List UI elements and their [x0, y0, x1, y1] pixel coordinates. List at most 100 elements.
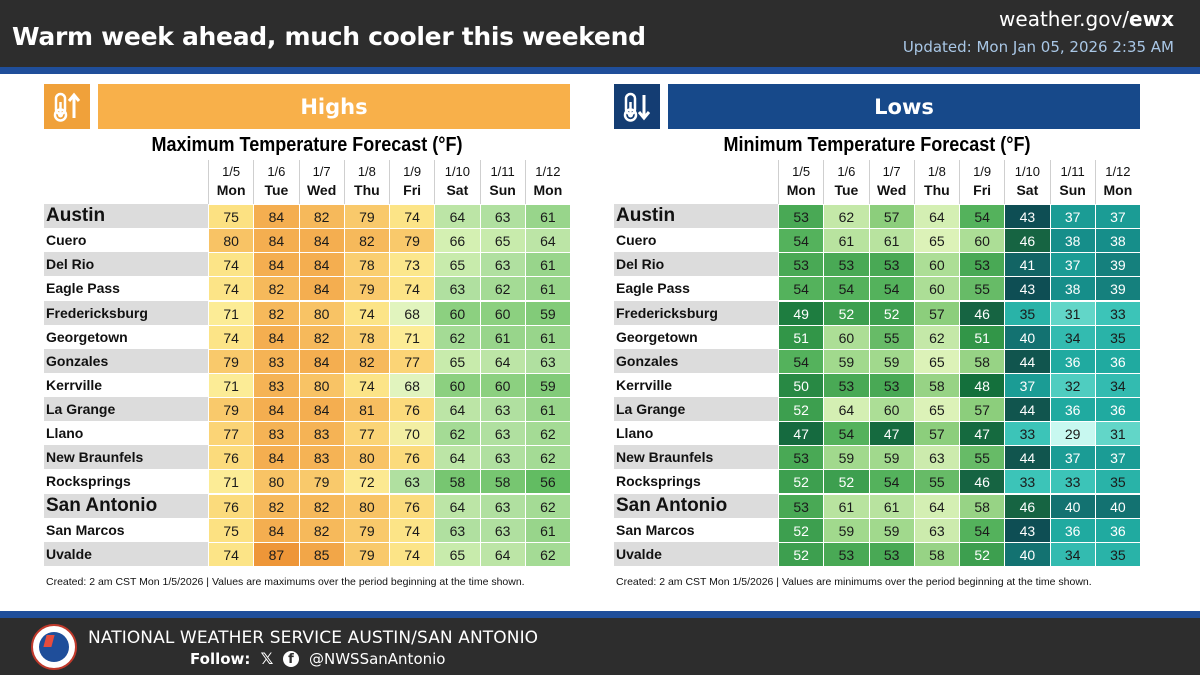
temp-cell: 32 — [1049, 372, 1095, 397]
day-date: 1/9 — [973, 164, 992, 179]
city-name: Eagle Pass — [616, 280, 690, 297]
temp-cell: 59 — [868, 445, 914, 470]
header-bar: Warm week ahead, much cooler this weeken… — [0, 0, 1200, 67]
temp-cell: 61 — [823, 493, 869, 518]
temp-cell: 38 — [1049, 228, 1095, 253]
temp-cell: 62 — [823, 204, 869, 228]
temp-cell: 84 — [253, 445, 299, 470]
temp-cell: 79 — [208, 348, 254, 373]
day-header: 1/12 Mon — [1094, 160, 1140, 204]
site-prefix: weather.gov/ — [999, 7, 1130, 31]
temp-cell: 53 — [778, 493, 824, 518]
city-name: San Marcos — [616, 521, 695, 538]
city-name: Georgetown — [616, 328, 698, 345]
day-date: 1/8 — [927, 164, 946, 179]
temp-cell: 61 — [524, 276, 570, 301]
day-header: 1/6 Tue — [253, 160, 298, 204]
day-date: 1/9 — [403, 164, 422, 179]
day-weekday: Wed — [306, 182, 337, 198]
day-date: 1/10 — [1014, 164, 1041, 179]
table-row: Austin 75 84 82 79 74 64 63 61 — [44, 204, 570, 228]
x-icon[interactable]: 𝕏 — [260, 649, 274, 668]
temp-cell: 60 — [913, 252, 959, 277]
temp-cell: 54 — [778, 228, 824, 253]
temp-cell: 53 — [823, 541, 869, 566]
temp-cell: 38 — [1049, 276, 1095, 301]
day-date: 1/7 — [312, 164, 331, 179]
temp-cell: 53 — [778, 445, 824, 470]
temp-cell: 65 — [913, 348, 959, 373]
temp-cell: 79 — [343, 517, 389, 542]
temp-cell: 63 — [479, 493, 525, 518]
temp-cell: 82 — [298, 517, 344, 542]
table-row: La Grange 79 84 84 81 76 64 63 61 — [44, 397, 570, 422]
temp-cell: 60 — [434, 300, 480, 325]
temp-cell: 84 — [298, 348, 344, 373]
city-name: San Marcos — [46, 521, 125, 538]
facebook-icon[interactable]: f — [283, 651, 299, 667]
temp-cell: 35 — [1094, 541, 1140, 566]
office-name: NATIONAL WEATHER SERVICE AUSTIN/SAN ANTO… — [88, 628, 539, 648]
temp-cell: 52 — [778, 397, 824, 422]
temp-cell: 38 — [1094, 228, 1140, 253]
temp-cell: 65 — [434, 541, 480, 566]
temp-cell: 56 — [524, 469, 570, 494]
day-header: 1/6 Tue — [823, 160, 868, 204]
temp-cell: 44 — [1004, 397, 1050, 422]
temp-cell: 58 — [959, 348, 1005, 373]
temp-cell: 76 — [389, 445, 435, 470]
temp-cell: 71 — [208, 469, 254, 494]
temp-cell: 59 — [868, 517, 914, 542]
temp-cell: 74 — [208, 276, 254, 301]
temp-cell: 58 — [913, 372, 959, 397]
temp-cell: 63 — [434, 276, 480, 301]
temp-cell: 33 — [1049, 469, 1095, 494]
day-date: 1/12 — [1105, 164, 1131, 179]
temp-cell: 60 — [913, 276, 959, 301]
temp-cell: 74 — [389, 204, 435, 228]
temp-cell: 36 — [1094, 397, 1140, 422]
temp-cell: 31 — [1049, 300, 1095, 325]
temp-cell: 39 — [1094, 252, 1140, 277]
day-weekday: Sat — [1016, 182, 1039, 198]
day-date: 1/11 — [490, 164, 515, 179]
temp-cell: 61 — [524, 252, 570, 277]
temp-cell: 74 — [343, 300, 389, 325]
temp-cell: 50 — [778, 372, 824, 397]
temp-cell: 66 — [434, 228, 480, 253]
page-title: Warm week ahead, much cooler this weeken… — [12, 22, 646, 51]
temp-cell: 40 — [1049, 493, 1095, 518]
temp-cell: 53 — [959, 252, 1005, 277]
temp-cell: 49 — [778, 300, 824, 325]
temp-cell: 60 — [479, 372, 525, 397]
temp-cell: 36 — [1094, 348, 1140, 373]
site-link[interactable]: weather.gov/ewx — [999, 7, 1174, 31]
temp-cell: 72 — [343, 469, 389, 494]
temp-cell: 61 — [524, 204, 570, 228]
temp-cell: 52 — [778, 517, 824, 542]
table-row: Georgetown 51 60 55 62 51 40 34 35 — [614, 324, 1140, 349]
temp-cell: 63 — [479, 397, 525, 422]
temp-cell: 64 — [434, 204, 480, 228]
lows-banner: Lows — [668, 84, 1140, 129]
day-weekday: Sat — [446, 182, 469, 198]
day-weekday: Thu — [924, 182, 950, 198]
day-header: 1/12 Mon — [524, 160, 570, 204]
social-handle[interactable]: @NWSSanAntonio — [309, 650, 446, 668]
temp-cell: 33 — [1004, 469, 1050, 494]
highs-footnote: Created: 2 am CST Mon 1/5/2026 | Values … — [46, 576, 525, 588]
day-header: 1/9 Fri — [959, 160, 1004, 204]
temp-cell: 79 — [343, 541, 389, 566]
temp-cell: 60 — [868, 397, 914, 422]
temp-cell: 74 — [208, 324, 254, 349]
temp-cell: 70 — [389, 421, 435, 446]
temp-cell: 33 — [1094, 300, 1140, 325]
temp-cell: 77 — [208, 421, 254, 446]
highs-banner: Highs — [98, 84, 570, 129]
follow-label: Follow: — [190, 650, 251, 668]
table-row: Del Rio 74 84 84 78 73 65 63 61 — [44, 252, 570, 277]
day-header: 1/7 Wed — [298, 160, 344, 204]
temp-cell: 59 — [868, 348, 914, 373]
temp-cell: 78 — [343, 324, 389, 349]
city-name: Georgetown — [46, 328, 128, 345]
